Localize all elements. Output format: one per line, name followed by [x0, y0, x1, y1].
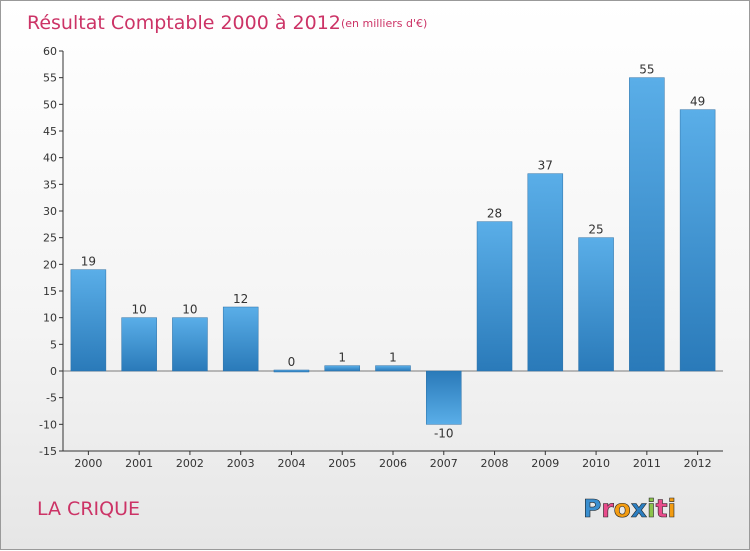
data-label-2004: 0	[288, 355, 296, 369]
y-tick-label: 10	[43, 312, 57, 325]
y-tick-label: 15	[43, 285, 57, 298]
y-tick-label: 30	[43, 205, 57, 218]
proxiti-logo: Proxiti	[583, 494, 677, 524]
bar-2003	[222, 306, 259, 372]
x-tick-label: 2009	[531, 457, 559, 470]
y-tick-label: 20	[43, 258, 57, 271]
bar-2002	[172, 317, 208, 372]
y-tick-label: 40	[43, 152, 57, 165]
proxiti-logo-text: Proxiti	[583, 494, 676, 523]
y-tick-label: 55	[43, 72, 57, 85]
y-tick-label: 5	[50, 338, 57, 351]
data-label-2002: 10	[182, 303, 197, 317]
bar-2011	[629, 77, 665, 372]
bar-2005	[324, 365, 360, 372]
chart-title: Résultat Comptable 2000 à 2012	[27, 12, 341, 34]
x-tick-label: 2012	[684, 457, 712, 470]
y-tick-label: -10	[39, 418, 57, 431]
chart-subtitle: (en milliers d'€)	[341, 17, 427, 30]
bars	[70, 77, 716, 425]
bar-2012	[679, 109, 716, 372]
x-tick-label: 2001	[125, 457, 153, 470]
bar-2010	[578, 237, 614, 372]
data-label-2009: 37	[538, 159, 553, 173]
y-tick-label: 25	[43, 232, 57, 245]
data-label-2006: 1	[389, 351, 397, 365]
x-tick-label: 2007	[430, 457, 458, 470]
x-tick-label: 2006	[379, 457, 407, 470]
y-tick-label: 45	[43, 125, 57, 138]
data-label-2003: 12	[233, 292, 248, 306]
bar-2004	[273, 369, 310, 373]
data-label-2008: 28	[487, 207, 502, 221]
x-tick-label: 2000	[74, 457, 102, 470]
y-tick-label: 35	[43, 178, 57, 191]
y-tick-label: 0	[50, 365, 57, 378]
bar-2001	[121, 317, 157, 372]
data-label-2005: 1	[338, 351, 346, 365]
data-label-2011: 55	[639, 63, 654, 77]
x-tick-label: 2002	[176, 457, 204, 470]
data-label-2012: 49	[690, 95, 705, 109]
bar-2000	[70, 269, 107, 372]
x-tick-label: 2004	[277, 457, 305, 470]
y-tick-label: 60	[43, 45, 57, 58]
x-tick-label: 2005	[328, 457, 356, 470]
x-tick-label: 2010	[582, 457, 610, 470]
data-label-2007: -10	[434, 426, 454, 440]
bar-2008	[476, 221, 513, 372]
data-label-2001: 10	[132, 303, 147, 317]
y-tick-label: -5	[46, 392, 57, 405]
x-tick-label: 2008	[481, 457, 509, 470]
data-label-2000: 19	[81, 255, 96, 269]
y-tick-label: -15	[39, 445, 57, 458]
bar-2007	[426, 370, 462, 425]
x-tick-label: 2011	[633, 457, 661, 470]
bar-2009	[527, 173, 564, 372]
bar-2006	[375, 365, 411, 372]
place-name: LA CRIQUE	[37, 498, 140, 520]
data-labels: 19 10 10 12 0 1 1 -10 28 37 25 55 49	[81, 63, 706, 441]
x-tick-label: 2003	[227, 457, 255, 470]
y-tick-label: 50	[43, 98, 57, 111]
data-label-2010: 25	[588, 223, 603, 237]
